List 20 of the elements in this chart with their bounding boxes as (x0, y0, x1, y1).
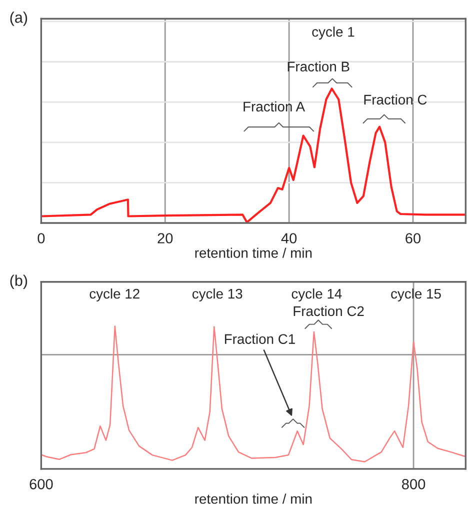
text: cycle 12 (90, 288, 140, 302)
annotation: Fraction A (244, 101, 306, 112)
x-tick-label: 40 (281, 233, 297, 244)
x-tick-label: 800 (402, 479, 426, 490)
text: Fraction C2 (294, 306, 364, 316)
text: cycle 15 (391, 288, 441, 302)
x-axis-title: retention time / min (195, 494, 312, 504)
x-tick-label: 20 (158, 233, 173, 244)
text: cycle 14 (292, 288, 342, 302)
text: Fraction B (288, 61, 350, 72)
annotation: Fraction C1 (224, 334, 295, 344)
annotation: Fraction C (364, 94, 427, 105)
x-axis-title: retention time / min (195, 248, 312, 258)
x-tick-label: 600 (30, 479, 53, 490)
text: cycle 1 (312, 26, 354, 40)
x-tick-label: 60 (406, 233, 421, 244)
text: cycle 13 (192, 288, 242, 302)
chart-title: (b) (10, 274, 28, 289)
x-tick-label: 0 (38, 233, 45, 244)
chart-title: (a) (10, 12, 28, 26)
